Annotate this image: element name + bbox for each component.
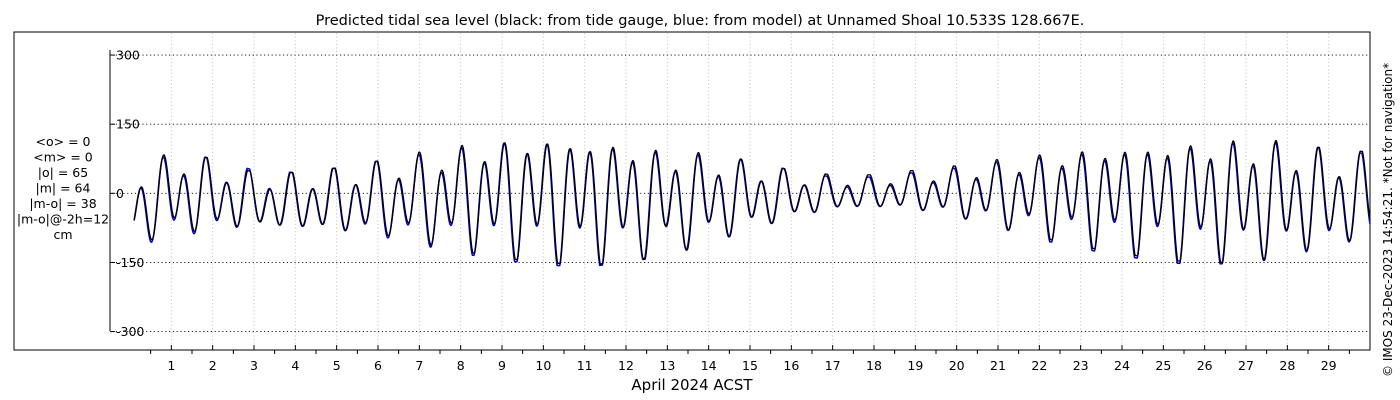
copyright-note: © IMOS 23-Dec-2023 14:54:21. *Not for na… bbox=[1381, 63, 1395, 377]
stat-line: |m-o|@-2h=12 bbox=[17, 212, 109, 227]
x-tick-label: 12 bbox=[618, 358, 634, 373]
series-group bbox=[133, 139, 1371, 267]
y-tick-label: 0 bbox=[116, 186, 124, 201]
x-tick-label: 19 bbox=[907, 358, 923, 373]
x-tick-label: 7 bbox=[415, 358, 423, 373]
x-tick-label: 15 bbox=[742, 358, 758, 373]
x-tick-label: 10 bbox=[535, 358, 551, 373]
stats-panel: <o> = 0<m> = 0|o| = 65|m| = 64|m-o| = 38… bbox=[17, 134, 109, 242]
y-gridlines bbox=[112, 54, 1369, 333]
stat-line: |m| = 64 bbox=[36, 181, 91, 196]
x-axis-label: April 2024 ACST bbox=[631, 376, 753, 394]
x-tick-label: 24 bbox=[1114, 358, 1130, 373]
x-tick-label: 13 bbox=[659, 358, 675, 373]
x-tick-label: 23 bbox=[1073, 358, 1089, 373]
stat-line: cm bbox=[53, 227, 72, 242]
x-tick-label: 27 bbox=[1238, 358, 1254, 373]
y-tick-label: 300 bbox=[116, 48, 140, 63]
x-tick-label: 21 bbox=[990, 358, 1006, 373]
x-tick-label: 14 bbox=[701, 358, 717, 373]
plot-frame bbox=[13, 31, 1371, 351]
stat-line: |o| = 65 bbox=[38, 165, 88, 180]
y-ticks: -300 -150 0 150 300 bbox=[110, 48, 144, 339]
stat-line: <o> = 0 bbox=[36, 134, 91, 149]
x-tick-label: 17 bbox=[825, 358, 841, 373]
chart-title: Predicted tidal sea level (black: from t… bbox=[316, 13, 1085, 29]
x-tick-label: 18 bbox=[866, 358, 882, 373]
tide-gauge-line bbox=[133, 139, 1371, 265]
x-tick-label: 8 bbox=[457, 358, 465, 373]
x-tick-label: 11 bbox=[577, 358, 593, 373]
x-gridlines bbox=[170, 33, 1330, 349]
y-tick-label: 150 bbox=[116, 117, 140, 132]
y-tick-label: -150 bbox=[116, 255, 144, 270]
x-tick-label: 28 bbox=[1279, 358, 1295, 373]
x-tick-label: 9 bbox=[498, 358, 506, 373]
x-tick-label: 6 bbox=[374, 358, 382, 373]
x-tick-label: 25 bbox=[1155, 358, 1171, 373]
x-tick-label: 2 bbox=[209, 358, 217, 373]
stat-line: |m-o| = 38 bbox=[29, 196, 96, 211]
x-tick-label: 16 bbox=[783, 358, 799, 373]
x-tick-label: 5 bbox=[333, 358, 341, 373]
x-tick-label: 3 bbox=[250, 358, 258, 373]
x-tick-label: 4 bbox=[291, 358, 299, 373]
x-tick-label: 26 bbox=[1197, 358, 1213, 373]
stat-line: <m> = 0 bbox=[33, 150, 93, 165]
y-tick-label: -300 bbox=[116, 324, 144, 339]
x-tick-label: 22 bbox=[1031, 358, 1047, 373]
x-ticks: 1 2 3 4 5 6 7 8 9 10 11 12 13 14 15 16 17 18 19 20 21 22 23 24 2… bbox=[150, 345, 1350, 373]
x-tick-label: 29 bbox=[1321, 358, 1337, 373]
x-tick-label: 20 bbox=[949, 358, 965, 373]
x-tick-label: 1 bbox=[167, 358, 175, 373]
